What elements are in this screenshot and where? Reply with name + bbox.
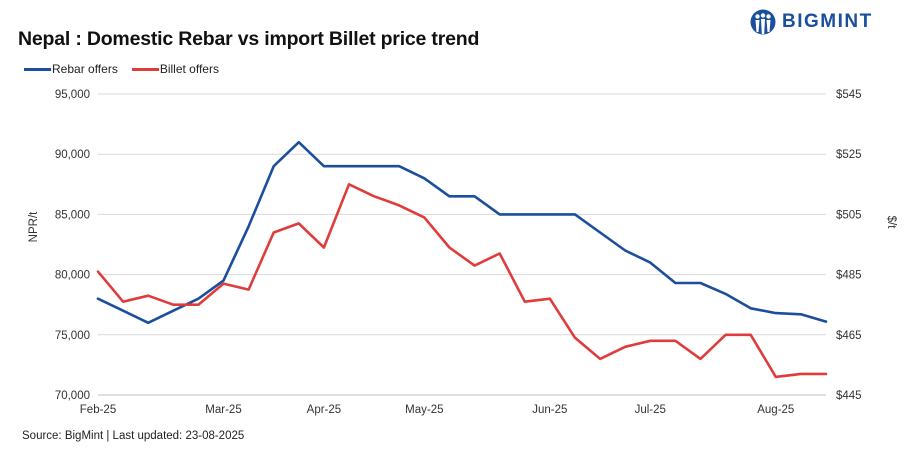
bigmint-logo-icon [750, 9, 776, 35]
y-axis-label: NPR/t [28, 211, 40, 242]
y-tick-label: 95,000 [55, 89, 90, 101]
y-axis-left-ticks: 70,000 75,000 80,000 85,000 90,000 95,000 [55, 89, 90, 402]
y2-tick-label: $505 [836, 209, 862, 221]
legend-swatch-billet [131, 67, 159, 71]
x-tick-label: Jun-25 [532, 404, 567, 416]
legend-label-rebar: Rebar offers [52, 62, 118, 76]
brand-name: BIGMINT [782, 11, 873, 32]
y2-tick-label: $445 [836, 390, 862, 402]
x-tick-label: Jul-25 [635, 404, 666, 416]
brand-logo: BIGMINT [750, 8, 873, 36]
x-tick-label: Apr-25 [307, 404, 342, 416]
chart-title: Nepal : Domestic Rebar vs import Billet … [18, 28, 480, 50]
legend-item-rebar: Rebar offers [24, 62, 118, 76]
y-tick-label: 90,000 [55, 149, 90, 161]
y-tick-label: 75,000 [55, 330, 90, 342]
series-lines [96, 140, 828, 379]
y2-tick-label: $465 [836, 330, 862, 342]
gridlines [98, 93, 826, 396]
legend-label-billet: Billet offers [159, 62, 219, 76]
series-line-billet [96, 183, 828, 379]
x-axis-ticks: Feb-25 Mar-25 Apr-25 May-25 Jun-25 Jul-25 Aug-… [80, 404, 795, 416]
legend-swatch-rebar [24, 67, 51, 71]
y2-axis-label: $/t [885, 216, 897, 230]
y2-tick-label: $525 [836, 149, 862, 161]
series-line-rebar [96, 140, 828, 325]
x-tick-label: May-25 [405, 404, 443, 416]
y-tick-label: 80,000 [55, 270, 90, 282]
y-axis-right-ticks: $445 $465 $485 $505 $525 $545 [836, 89, 862, 402]
y-tick-label: 70,000 [55, 390, 90, 402]
y2-tick-label: $485 [836, 270, 862, 282]
y2-tick-label: $545 [836, 89, 862, 101]
source-note: Source: BigMint | Last updated: 23-08-20… [22, 430, 245, 442]
x-tick-label: Aug-25 [757, 404, 794, 416]
y-tick-label: 85,000 [55, 209, 90, 221]
legend-item-billet: Billet offers [131, 62, 219, 76]
x-tick-label: Feb-25 [80, 404, 116, 416]
x-tick-label: Mar-25 [205, 404, 241, 416]
chart-legend: Rebar offers Billet offers [24, 62, 219, 76]
